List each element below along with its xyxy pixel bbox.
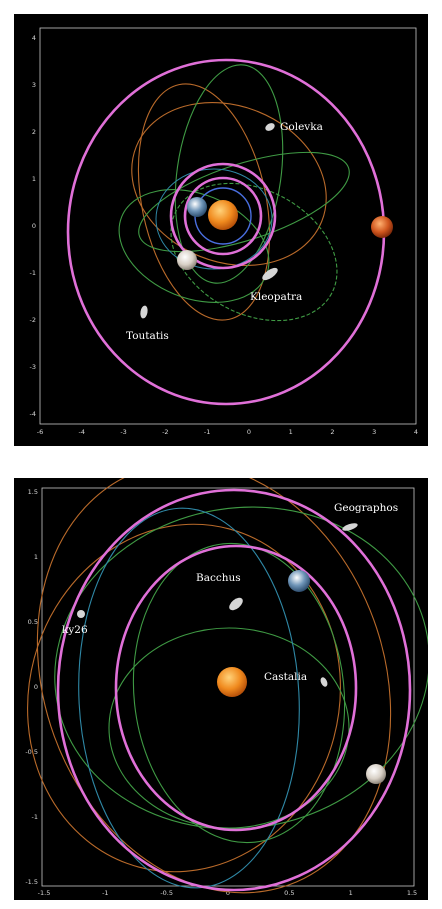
x-tick-label: -1 — [204, 428, 210, 436]
axes-frame — [41, 487, 415, 887]
x-tick-label: -3 — [120, 428, 126, 436]
orbit-orange-1 — [36, 478, 392, 894]
y-tick-label: 4 — [32, 34, 36, 42]
venus-icon — [177, 250, 197, 270]
x-tick-label: 0.5 — [284, 889, 294, 897]
y-tick-label: -0.5 — [25, 748, 38, 756]
orbit-orange-1 — [137, 83, 271, 321]
orbit-orange-2 — [131, 102, 327, 266]
ky26-marker-icon — [77, 610, 85, 618]
x-tick-label: 3 — [372, 428, 376, 436]
sun-icon — [208, 200, 238, 230]
y-tick-label: -1.5 — [25, 878, 38, 886]
x-tick-label: -2 — [162, 428, 168, 436]
x-tick-label: -0.5 — [160, 889, 173, 897]
x-tick-label: -4 — [79, 428, 85, 436]
y-tick-label: -1 — [32, 813, 38, 821]
orbit-green-3 — [174, 64, 284, 284]
y-tick-label: -4 — [30, 410, 36, 418]
orbit-cyan-1 — [155, 168, 273, 270]
orbit-cyan-1 — [78, 507, 300, 889]
venus-orbit — [114, 544, 358, 832]
kleopatra-marker-icon — [262, 267, 278, 281]
x-tick-labels: -6 -4 -3 -2 -1 0 1 2 3 4 — [37, 428, 418, 436]
orbit-green-3 — [132, 542, 346, 844]
golevka-marker-icon — [265, 123, 275, 131]
label-golevka: Golevka — [280, 121, 323, 133]
y-tick-label: -3 — [30, 363, 36, 371]
venus-orbit — [183, 176, 263, 256]
y-tick-label: 0 — [34, 683, 38, 691]
mars-icon — [371, 216, 393, 238]
orbit-diagram-outer: -6 -4 -3 -2 -1 0 1 2 3 4 4 3 2 1 0 -1 -2 -3 -4 Golevka Kl… — [14, 14, 428, 446]
bacchus-marker-icon — [229, 597, 243, 611]
sun-icon — [217, 667, 247, 697]
x-tick-labels: -1.5 -1 -0.5 0 0.5 1 1.5 — [38, 889, 418, 897]
x-tick-label: -6 — [37, 428, 43, 436]
x-tick-label: -1 — [102, 889, 108, 897]
earth-icon — [187, 197, 207, 217]
label-castalia: Castalia — [264, 671, 307, 683]
x-tick-label: 0 — [247, 428, 251, 436]
y-tick-labels: 4 3 2 1 0 -1 -2 -3 -4 — [30, 34, 36, 418]
x-tick-label: -1.5 — [38, 889, 51, 897]
y-tick-label: 2 — [32, 128, 36, 136]
x-tick-label: 1 — [289, 428, 293, 436]
earth-orbit — [56, 488, 412, 892]
label-geographos: Geographos — [334, 502, 398, 514]
toutatis-marker-icon — [140, 305, 148, 319]
y-tick-label: 3 — [32, 81, 36, 89]
earth-icon — [288, 570, 310, 592]
inner-solar-system-plot: -1.5 -1 -0.5 0 0.5 1 1.5 1.5 1 0.5 0 -0.5 -1 -1.5 Ge… — [25, 478, 428, 897]
geographos-marker-icon — [342, 523, 358, 531]
x-tick-label: 4 — [414, 428, 418, 436]
x-tick-label: 2 — [330, 428, 334, 436]
x-tick-label: 1.5 — [407, 889, 417, 897]
y-tick-label: 0 — [32, 222, 36, 230]
label-toutatis: Toutatis — [126, 330, 169, 342]
y-tick-label: -1 — [30, 269, 36, 277]
x-tick-label: 0 — [226, 889, 230, 897]
axes-frame — [39, 27, 417, 425]
y-tick-labels: 1.5 1 0.5 0 -0.5 -1 -1.5 — [25, 488, 38, 886]
label-bacchus: Bacchus — [196, 572, 241, 584]
orbit-green-2 — [108, 627, 350, 829]
orbit-green-4 — [170, 182, 338, 322]
mars-orbit — [66, 58, 386, 406]
y-tick-label: 1.5 — [28, 488, 38, 496]
venus-icon — [366, 764, 386, 784]
orbit-green-1 — [138, 151, 350, 253]
label-ky26: ky26 — [62, 624, 88, 636]
y-tick-label: -2 — [30, 316, 36, 324]
earth-orbit — [169, 162, 277, 270]
outer-solar-system-plot: -6 -4 -3 -2 -1 0 1 2 3 4 4 3 2 1 0 -1 -2 -3 -4 Golevka Kl… — [30, 27, 418, 436]
y-tick-label: 1 — [34, 553, 38, 561]
orbit-orange-2 — [27, 523, 341, 873]
y-tick-label: 1 — [32, 175, 36, 183]
orbit-diagram-inner: -1.5 -1 -0.5 0 0.5 1 1.5 1.5 1 0.5 0 -0.5 -1 -1.5 Ge… — [14, 478, 428, 900]
label-kleopatra: Kleopatra — [250, 291, 302, 303]
y-tick-label: 0.5 — [28, 618, 38, 626]
castalia-marker-icon — [320, 677, 328, 687]
x-tick-label: 1 — [349, 889, 353, 897]
